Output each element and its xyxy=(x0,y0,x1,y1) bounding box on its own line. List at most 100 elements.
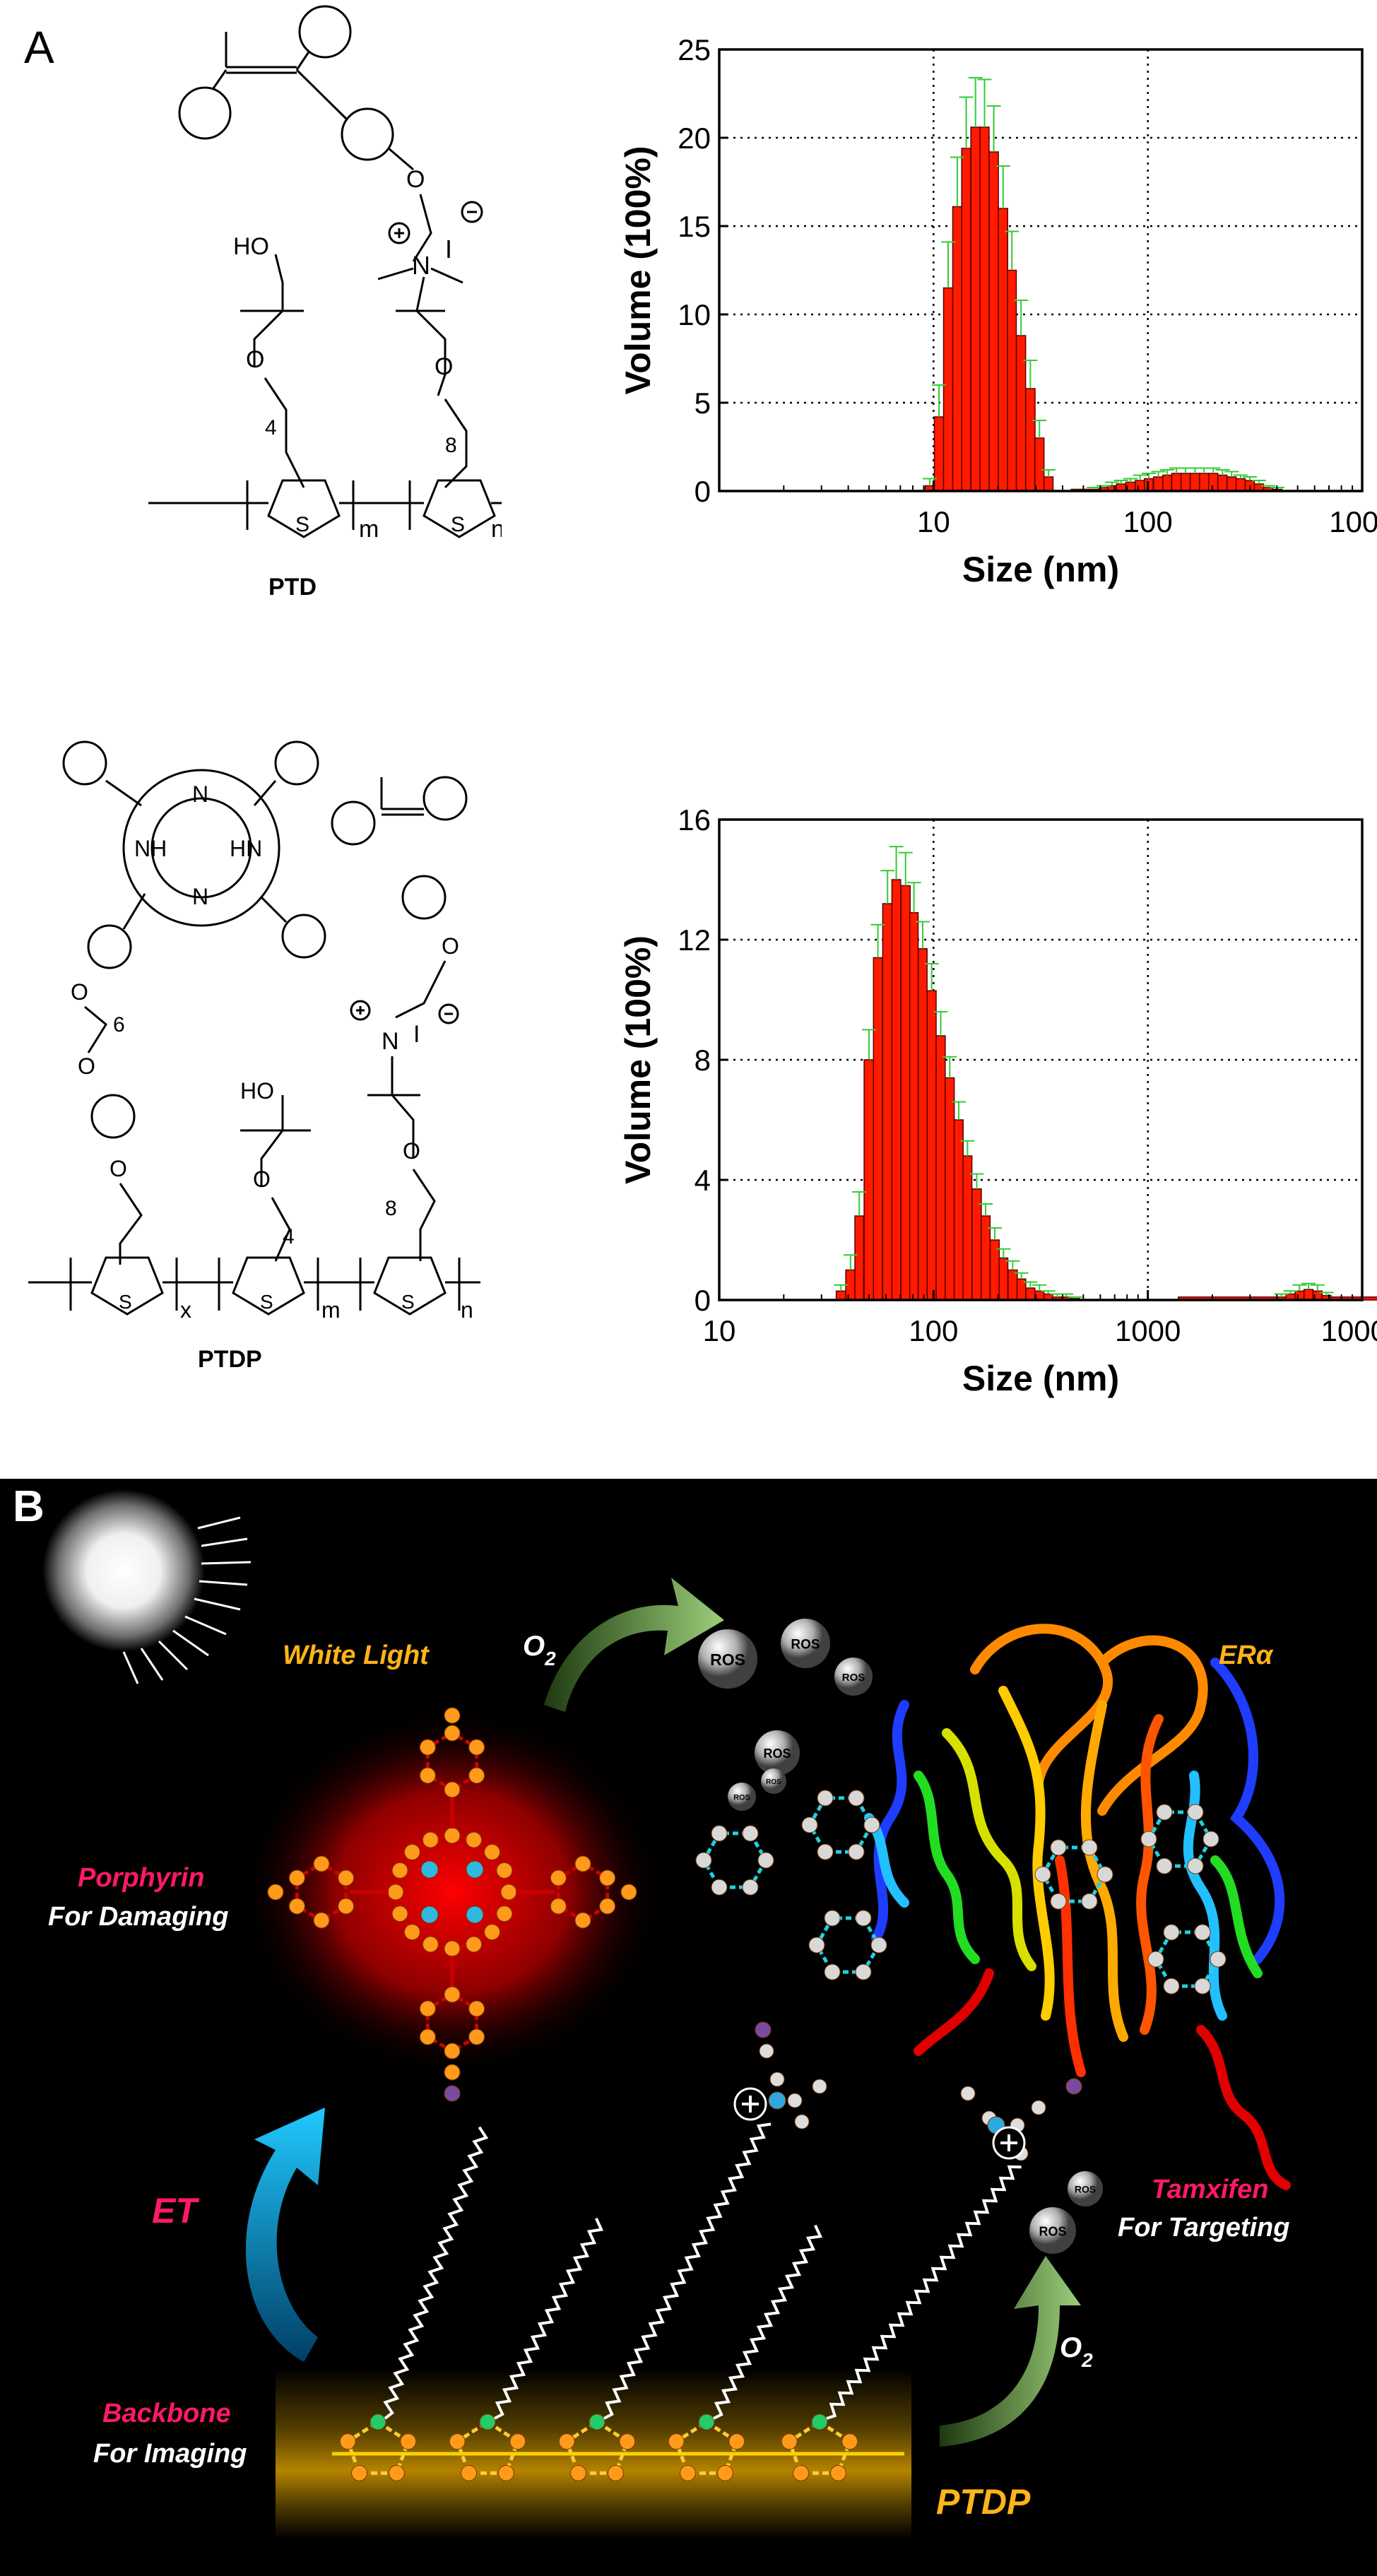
nitrogen-atom xyxy=(420,1860,439,1879)
atom-ball xyxy=(338,1898,355,1915)
porphyrin-glow xyxy=(240,1708,664,2076)
ros-label: ROS xyxy=(733,1793,750,1802)
ptd-name: PTD xyxy=(268,574,317,601)
svg-text:O: O xyxy=(253,1166,271,1192)
bar xyxy=(1217,474,1228,492)
atom-ball xyxy=(829,2464,846,2481)
atom-ball xyxy=(444,1940,461,1957)
atom-ball xyxy=(419,2000,436,2017)
y-tick-label: 20 xyxy=(678,122,711,155)
atom-ball xyxy=(794,2114,810,2129)
ptdp-n-bottom: N xyxy=(192,884,208,909)
tolyl-ring xyxy=(62,740,107,786)
atom-ball xyxy=(801,1816,818,1833)
ring-bonds xyxy=(1154,1930,1220,1988)
atom-ball xyxy=(848,1790,865,1807)
atom-ball xyxy=(419,1739,436,1756)
bar xyxy=(1007,1269,1018,1301)
ros-label: ROS xyxy=(710,1650,745,1669)
nitrogen-atom xyxy=(466,1906,484,1924)
ring-bonds xyxy=(702,1831,768,1889)
ros-sphere: ROS xyxy=(1068,2171,1103,2206)
ros-sphere: ROS xyxy=(1029,2207,1076,2254)
oxygen-atom xyxy=(755,2021,772,2038)
atom-ball xyxy=(391,1862,408,1879)
atom-ball xyxy=(370,2413,386,2430)
bar xyxy=(1180,473,1191,492)
x-tick-label: 1000 xyxy=(1329,505,1377,538)
atom-ball xyxy=(351,2464,368,2481)
ptdp-x: x xyxy=(180,1297,191,1323)
bar xyxy=(961,148,971,492)
atom-ball xyxy=(817,1790,834,1807)
x-tick-label: 10 xyxy=(703,1314,736,1347)
ros-label: ROS xyxy=(791,1638,820,1653)
atom-ball xyxy=(742,1825,759,1842)
atom-ball xyxy=(1031,2100,1046,2115)
tamoxifen-ball-models xyxy=(695,1790,1227,2161)
ptdp-size-distribution-chart: 0 4 8 12 16 10 100 1000 10000 Size (nm) Volume (10… xyxy=(618,803,1377,1398)
ptd-size-distribution-chart: 0 5 10 15 20 25 10 100 1000 Size (nm) Volume (100%… xyxy=(618,33,1377,589)
ptdp-n-plus: N xyxy=(382,1028,399,1055)
atom-ball xyxy=(680,2464,697,2481)
bar xyxy=(909,912,919,1301)
atom-ball xyxy=(339,2433,356,2450)
x-tick-label: 1000 xyxy=(1115,1314,1181,1347)
atom-ball xyxy=(403,1924,420,1941)
ptd-sub4: 4 xyxy=(265,416,277,439)
ptd-sub8: 8 xyxy=(445,434,457,457)
ptdp-n-top: N xyxy=(192,781,208,807)
y-tick-label: 0 xyxy=(695,1284,711,1317)
nitrogen-atom xyxy=(466,1860,484,1879)
o2-label-bottom: O2 xyxy=(1060,2332,1093,2371)
methyl-atom xyxy=(267,1884,284,1901)
light-rays xyxy=(122,1516,252,1684)
x-tick-label: 100 xyxy=(1123,505,1173,538)
ros-sphere: ROS xyxy=(781,1619,830,1668)
linker-spring xyxy=(713,2224,823,2420)
atom-ball xyxy=(509,2433,526,2450)
atom-ball xyxy=(668,2433,685,2450)
atom-ball xyxy=(1210,1951,1227,1968)
atom-ball xyxy=(313,1855,330,1872)
atom-ball xyxy=(870,1937,887,1954)
bar xyxy=(970,126,981,492)
phenyl-ring xyxy=(178,86,232,140)
atom-ball xyxy=(1147,1951,1164,1968)
ptdp-structure: NH HN N N O 6 O O HO O 4 O N I O 8 S S S xyxy=(28,740,480,1323)
bar xyxy=(998,1257,1009,1301)
y-tick-label: 4 xyxy=(695,1164,711,1197)
atom-ball xyxy=(728,2433,745,2450)
oxygen-atom xyxy=(1065,2078,1082,2095)
y-tick-label: 8 xyxy=(695,1044,711,1077)
phenyl-ring xyxy=(401,875,447,920)
atom-ball xyxy=(1097,1866,1113,1883)
ptdp-iodide: I xyxy=(413,1021,420,1048)
y-axis-label: Volume (100%) xyxy=(618,935,658,1184)
methyl-atom xyxy=(444,1707,461,1724)
panel-b-mechanism-illustration: ROS ROS ROS ROS ROS ROS ROS ROS B White Light O… xyxy=(0,1479,1377,2576)
atom-ball xyxy=(1194,1924,1211,1941)
phenoxy-ring xyxy=(87,924,132,969)
atom-ball xyxy=(759,2043,774,2059)
bar xyxy=(1162,474,1172,492)
ptdp-ho: HO xyxy=(240,1078,274,1104)
ros-label: ROS xyxy=(766,1778,781,1786)
linker-spring xyxy=(603,2122,772,2420)
ros-sphere: ROS xyxy=(834,1658,873,1696)
bar xyxy=(979,126,990,492)
atom-ball xyxy=(496,1906,513,1922)
ptdp-n-sub: n xyxy=(461,1297,473,1323)
bar xyxy=(1043,476,1054,492)
ring-bonds xyxy=(808,1796,874,1854)
light-source-icon xyxy=(42,1489,205,1652)
backbone-label: Backbone xyxy=(102,2399,231,2428)
atom-ball xyxy=(599,1898,616,1915)
nitrogen-atom xyxy=(768,2091,786,2110)
phenyl-ring xyxy=(331,800,376,846)
ptd-s2: S xyxy=(451,513,465,536)
thiophene-ring xyxy=(90,1256,164,1316)
nitrogen-atom xyxy=(420,1906,439,1924)
atom-ball xyxy=(1156,1804,1173,1821)
for-damaging-label: For Damaging xyxy=(48,1902,228,1932)
